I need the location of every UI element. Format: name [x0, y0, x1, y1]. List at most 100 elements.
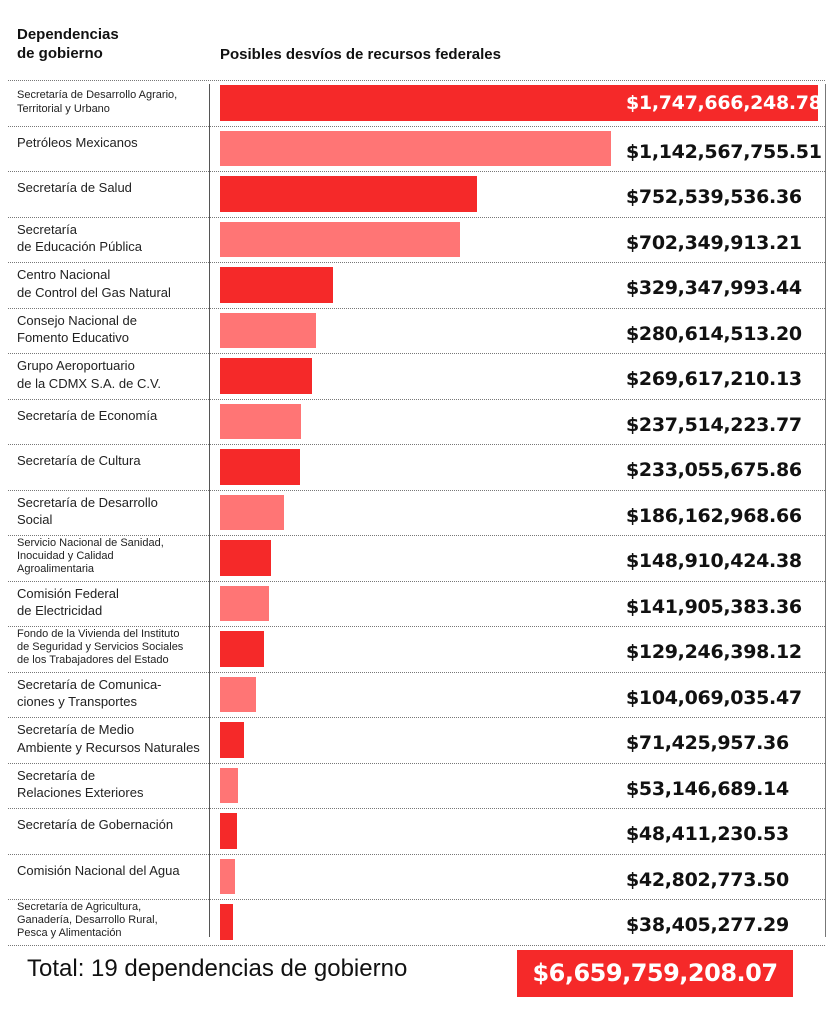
category-label: Secretaría de Gobernación [17, 816, 173, 834]
category-label-line: Secretaría de Gobernación [17, 817, 174, 832]
row-separator [8, 580, 825, 582]
category-label-line: Centro Nacional [17, 267, 111, 283]
category-label-line: Relaciones Exteriores [17, 785, 144, 801]
bar [220, 767, 239, 803]
value-label: $71,425,957.36 [626, 732, 789, 754]
left-axis-line [209, 84, 210, 937]
total-value-badge: $6,659,759,208.07 [517, 950, 793, 997]
row-separator [8, 944, 825, 946]
category-label: Secretaría de Salud [17, 179, 132, 197]
bar [220, 176, 478, 212]
row-separator [8, 216, 825, 218]
category-label-line: Servicio Nacional de Sanidad, [17, 537, 164, 550]
column-header-line2: de gobierno [17, 45, 103, 62]
column-header-line1: Dependencias [17, 26, 119, 43]
value-label: $141,905,383.36 [626, 595, 802, 618]
row-separator [8, 80, 825, 81]
category-label-line: Secretaría de Salud [17, 180, 132, 195]
value-label: $1,747,666,248.78 [626, 92, 822, 114]
row-separator [8, 853, 825, 855]
category-label-line: Comisión Federal [17, 585, 119, 601]
category-label-line: Fomento Educativo [17, 330, 130, 346]
bar [220, 403, 302, 439]
column-header-dependencias: Dependencias de gobierno [17, 25, 119, 63]
row-separator [8, 262, 825, 263]
category-label: Secretaría de Agricultura, Ganadería, Des… [17, 901, 158, 940]
category-label-line: de Educación Pública [17, 239, 143, 255]
category-label-line: Grupo Aeroportuario [17, 358, 135, 374]
row-separator [8, 125, 825, 127]
category-label-line: Secretaría de Cultura [17, 453, 141, 468]
value-label: $269,617,210.13 [626, 368, 802, 390]
row-separator [8, 899, 825, 900]
row-separator [8, 171, 825, 172]
value-label: $104,069,035.47 [626, 686, 802, 709]
value-label: $329,347,993.44 [626, 277, 802, 299]
category-label-line: Fondo de la Vivienda del Instituto [17, 628, 180, 641]
bar [220, 267, 333, 303]
category-label-line: Ganadería, Desarrollo Rural, [17, 914, 158, 927]
category-label-line: Secretaría de Medio [17, 722, 135, 738]
category-label-line: de Electricidad [17, 603, 103, 619]
category-label-line: Ambiente y Recursos Naturales [17, 739, 200, 755]
row-separator [8, 489, 825, 491]
category-label: Comisión Nacional del Agua [17, 862, 180, 880]
bar [220, 631, 265, 667]
category-label: Secretaría de Desarrollo Social [17, 494, 158, 529]
bar [220, 540, 271, 576]
chart-title: Posibles desvíos de recursos federales [220, 46, 501, 63]
row-separator [8, 671, 825, 673]
category-label-line: Comisión Nacional del Agua [17, 862, 180, 878]
bar [220, 858, 235, 894]
row-separator [8, 626, 825, 627]
category-label-line: Territorial y Urbano [17, 102, 110, 115]
category-label-line: Secretaría de [17, 767, 96, 783]
value-label: $129,246,398.12 [626, 641, 802, 663]
category-label-line: Petróleos Mexicanos [17, 134, 138, 150]
value-label: $280,614,513.20 [626, 322, 802, 345]
category-label: Secretaría de Educación Pública [17, 221, 142, 256]
category-label: Petróleos Mexicanos [17, 134, 138, 152]
value-label: $42,802,773.50 [626, 868, 789, 891]
row-separator [8, 808, 825, 809]
bar [220, 585, 269, 621]
bar [220, 449, 300, 485]
category-label-line: de los Trabajadores del Estado [17, 654, 169, 667]
category-label-line: ciones y Transportes [17, 694, 137, 710]
bar [220, 85, 818, 121]
bar [220, 312, 317, 348]
row-separator [8, 717, 825, 718]
row-separator [8, 762, 825, 764]
row-separator [8, 398, 825, 400]
bar [220, 676, 256, 712]
category-label: Secretaría de Medio Ambiente y Recursos N… [17, 721, 200, 756]
category-label: Secretaría de Relaciones Exteriores [17, 767, 143, 802]
row-separator [8, 535, 825, 536]
category-label-line: Secretaría de Agricultura, [17, 901, 142, 914]
right-border-line [825, 84, 826, 937]
value-label: $38,405,277.29 [626, 914, 789, 936]
bar [220, 130, 611, 166]
bar [220, 358, 313, 394]
row-separator [8, 353, 825, 354]
category-label: Secretaría de Economía [17, 407, 157, 425]
category-label-line: Secretaría de Desarrollo Agrario, [17, 88, 178, 101]
category-label-line: de la CDMX S.A. de C.V. [17, 375, 162, 391]
category-label-line: Secretaría de Comunica- [17, 676, 162, 692]
value-label: $148,910,424.38 [626, 550, 802, 572]
category-label-line: Pesca y Alimentación [17, 927, 122, 940]
value-label: $702,349,913.21 [626, 231, 802, 254]
category-label-line: Inocuidad y Calidad [17, 550, 114, 563]
value-label: $186,162,968.66 [626, 504, 802, 527]
category-label-line: de Control del Gas Natural [17, 284, 171, 300]
category-label: Comisión Federal de Electricidad [17, 585, 119, 620]
bar [220, 813, 237, 849]
category-label-line: Secretaría de Economía [17, 407, 158, 423]
category-label: Centro Nacional de Control del Gas Natura… [17, 266, 171, 301]
bar [220, 722, 245, 758]
row-separator [8, 444, 825, 445]
value-label: $233,055,675.86 [626, 459, 802, 481]
row-separator [8, 307, 825, 309]
bar [220, 494, 284, 530]
